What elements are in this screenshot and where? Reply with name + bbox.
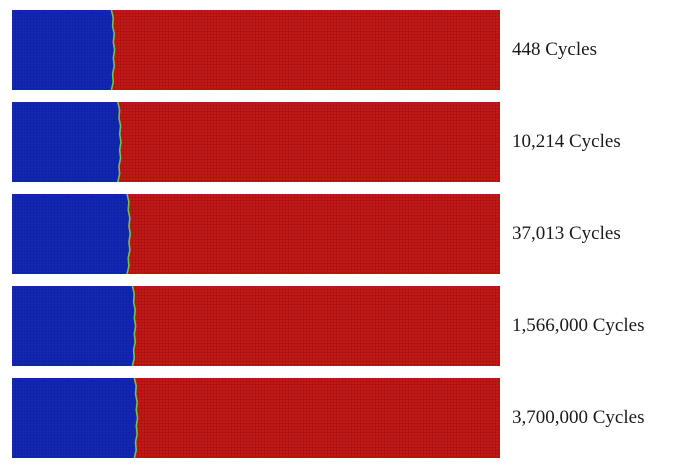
mesh-plot xyxy=(12,286,500,366)
mesh-grid xyxy=(12,10,500,90)
mesh-bar xyxy=(12,102,500,182)
frame-row: 1,566,000 Cycles xyxy=(12,286,682,366)
cycle-label: 37,013 Cycles xyxy=(512,223,621,244)
cycle-label: 10,214 Cycles xyxy=(512,131,621,152)
mesh-grid xyxy=(12,102,500,182)
frame-row: 3,700,000 Cycles xyxy=(12,378,682,458)
mesh-plot xyxy=(12,194,500,274)
mesh-plot xyxy=(12,378,500,458)
interface-front xyxy=(110,10,116,90)
cycle-label: 448 Cycles xyxy=(512,39,597,60)
mesh-plot xyxy=(12,102,500,182)
interface-front xyxy=(116,102,122,182)
mesh-plot xyxy=(12,10,500,90)
interface-front xyxy=(131,286,137,366)
mesh-bar xyxy=(12,286,500,366)
interface-front xyxy=(126,194,132,274)
cycle-label: 1,566,000 Cycles xyxy=(512,315,645,336)
mesh-bar xyxy=(12,10,500,90)
mesh-grid xyxy=(12,286,500,366)
mesh-bar xyxy=(12,194,500,274)
frame-row: 10,214 Cycles xyxy=(12,102,682,182)
mesh-bar xyxy=(12,378,500,458)
frame-row: 37,013 Cycles xyxy=(12,194,682,274)
interface-front xyxy=(133,378,139,458)
frame-row: 448 Cycles xyxy=(12,10,682,90)
cycle-label: 3,700,000 Cycles xyxy=(512,407,645,428)
simulation-frames: 448 Cycles 10,214 Cycles 37,013 Cycles 1… xyxy=(12,10,682,470)
